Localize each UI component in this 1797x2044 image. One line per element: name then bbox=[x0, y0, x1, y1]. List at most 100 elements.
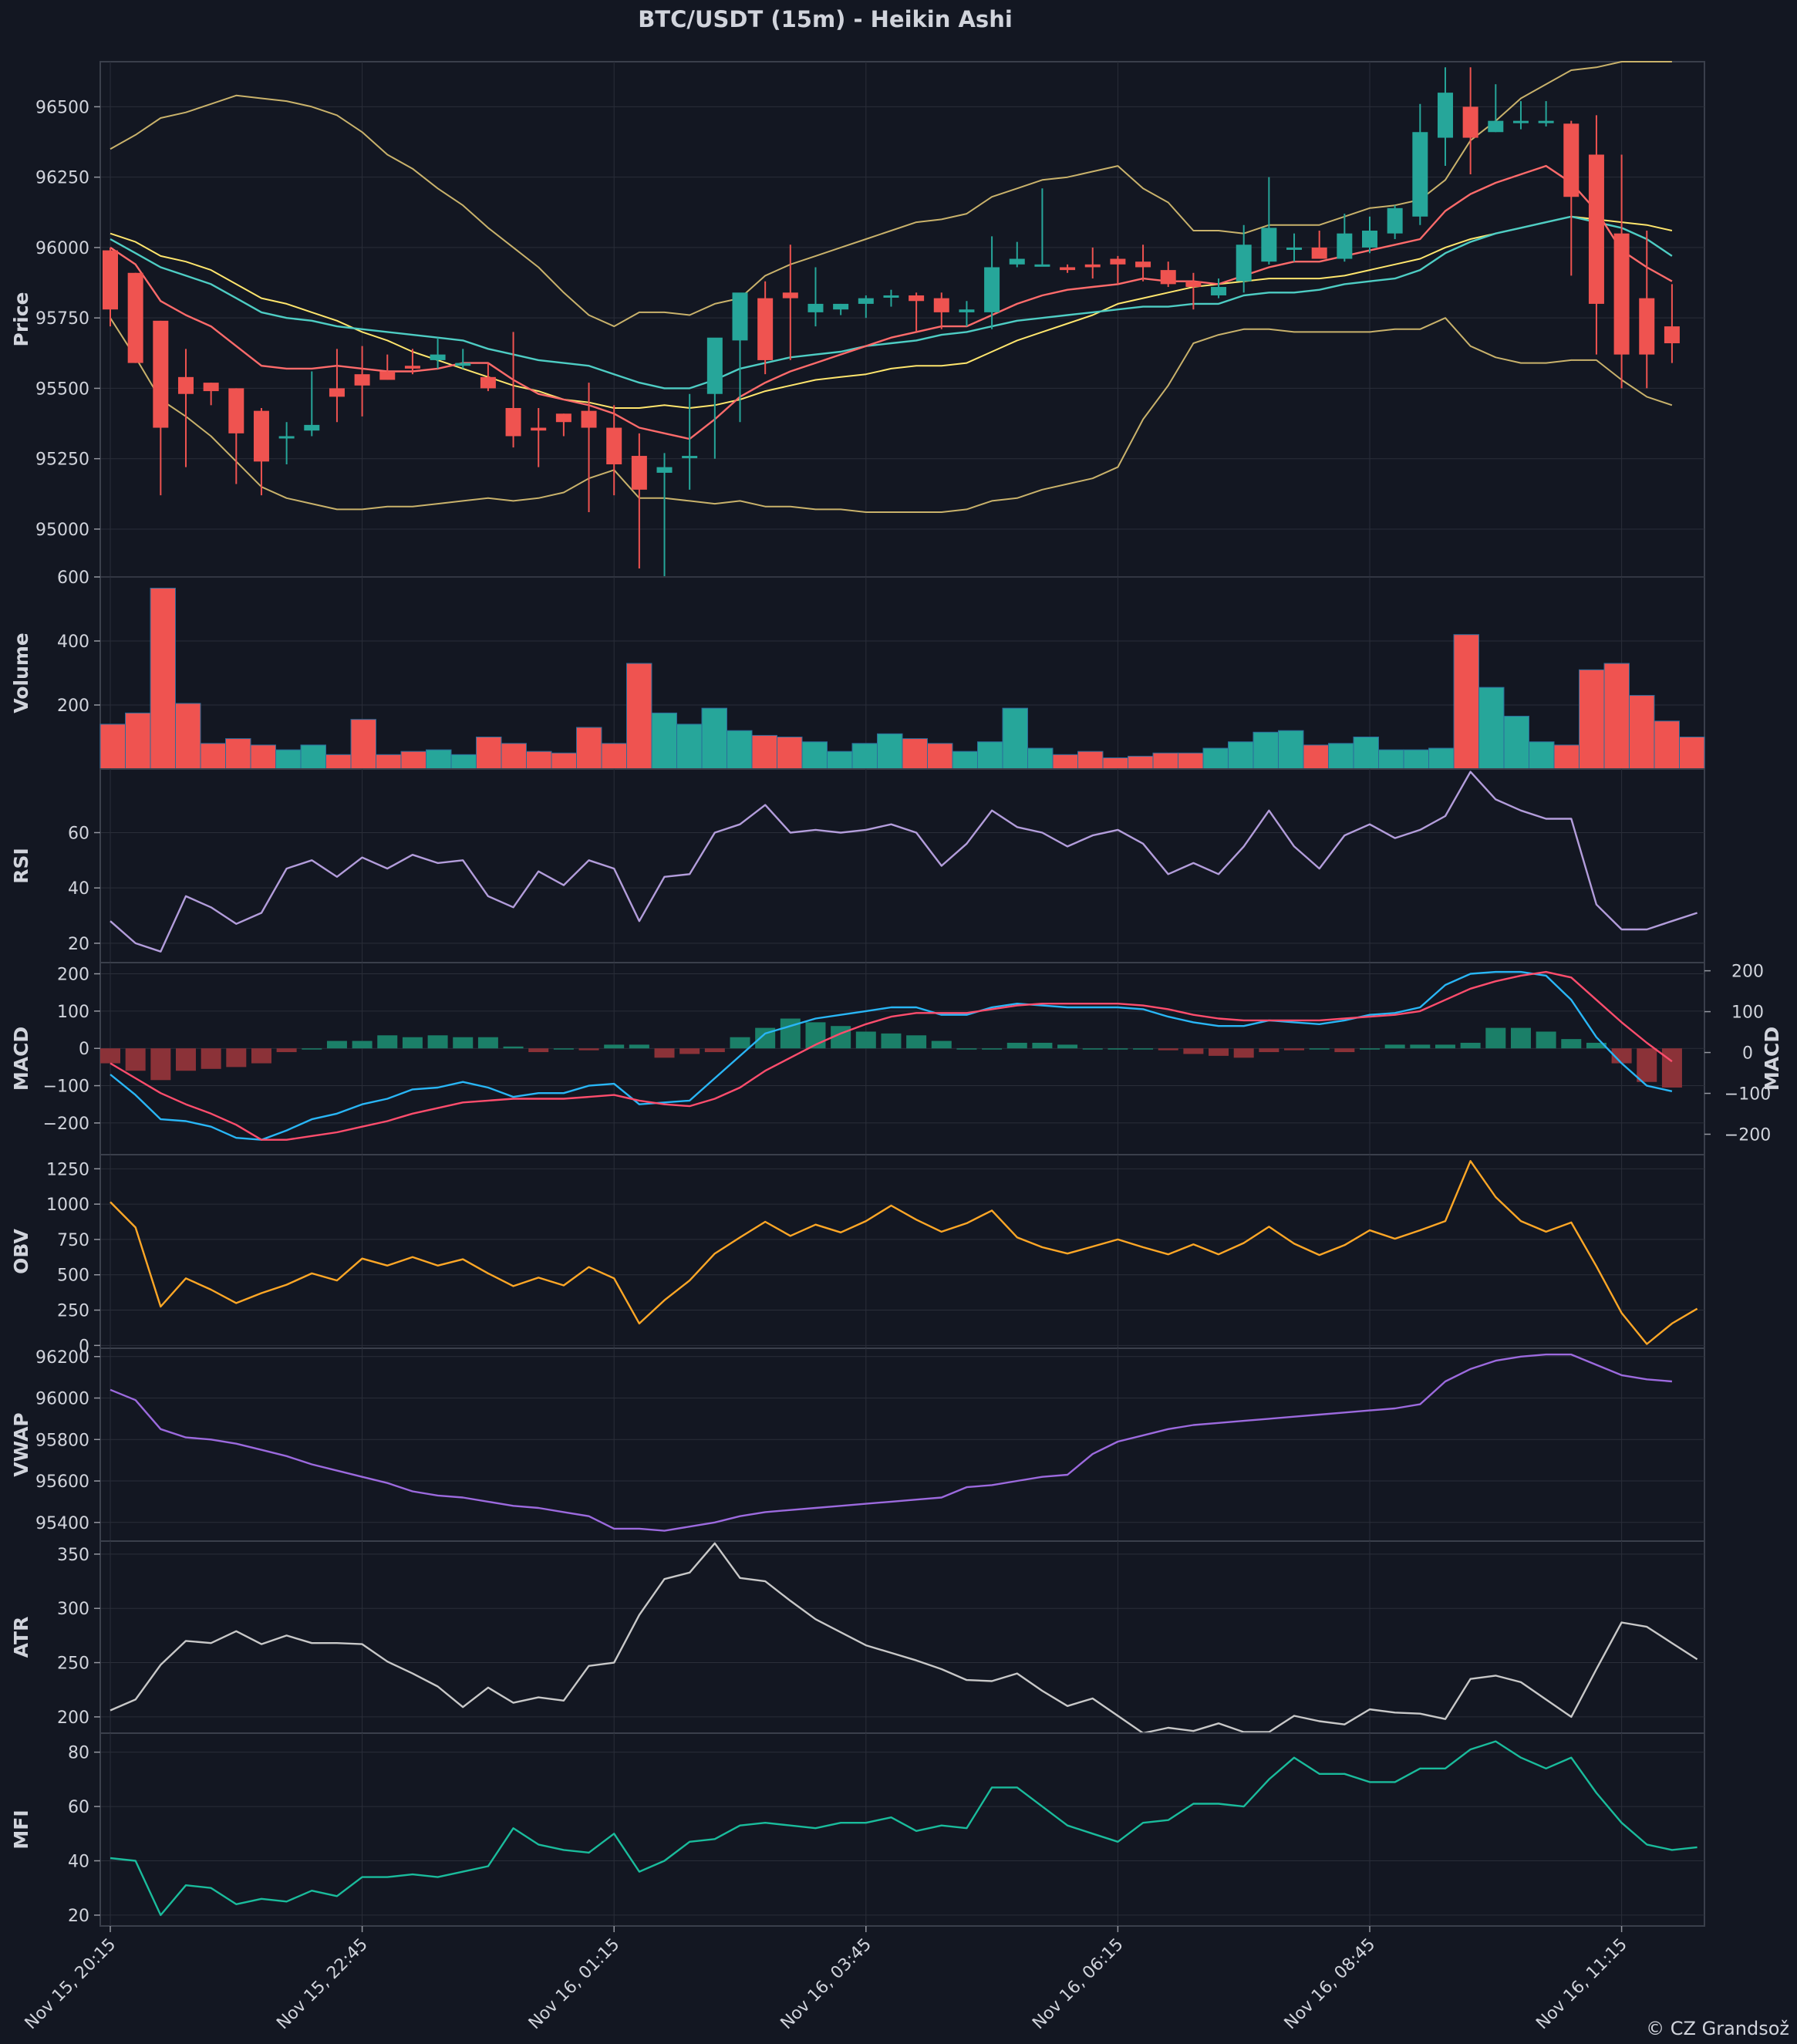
candle-body bbox=[1337, 233, 1353, 259]
xtick-label: Nov 16, 11:15 bbox=[1532, 1935, 1631, 2034]
candle-body bbox=[1387, 207, 1403, 234]
volume-bar bbox=[727, 730, 753, 770]
ytick-right-label-macd: −200 bbox=[1725, 1126, 1771, 1145]
volume-bar bbox=[1428, 747, 1455, 770]
panel-rsi-frame bbox=[99, 768, 1705, 963]
macd-hist-bar bbox=[1334, 1048, 1355, 1053]
candle-body bbox=[833, 303, 849, 310]
volume-bar bbox=[1679, 737, 1705, 770]
ytick-right-label-macd: 0 bbox=[1742, 1044, 1753, 1064]
macd-hist-bar bbox=[956, 1048, 977, 1050]
series-obv bbox=[110, 1160, 1698, 1345]
ytick-label-rsi: 20 bbox=[68, 935, 89, 954]
macd-hist-bar bbox=[528, 1048, 549, 1053]
volume-bar bbox=[1629, 695, 1655, 770]
volume-bar bbox=[450, 754, 477, 770]
volume-bar bbox=[1579, 669, 1605, 770]
candle-body bbox=[1488, 120, 1504, 133]
macd-hist-bar bbox=[679, 1048, 700, 1054]
candle-body bbox=[1462, 106, 1478, 138]
volume-bar bbox=[1052, 754, 1078, 770]
volume-bar bbox=[1102, 757, 1128, 770]
ytick-label-vwap: 95400 bbox=[35, 1514, 89, 1533]
macd-hist-bar bbox=[1460, 1042, 1481, 1049]
candle-body bbox=[1362, 231, 1377, 248]
volume-bar bbox=[1178, 752, 1204, 770]
volume-bar bbox=[99, 723, 126, 770]
xtick-label: Nov 16, 03:45 bbox=[777, 1935, 876, 2034]
macd-hist-bar bbox=[276, 1048, 297, 1053]
series-ema-slow bbox=[110, 215, 1673, 390]
ylabel-atr: ATR bbox=[10, 1617, 32, 1658]
macd-hist-bar bbox=[1209, 1048, 1229, 1056]
macd-hist-bar bbox=[1536, 1031, 1556, 1049]
volume-bar bbox=[977, 741, 1003, 770]
volume-bar bbox=[426, 749, 452, 770]
macd-hist-bar bbox=[477, 1037, 498, 1049]
volume-bar bbox=[1503, 716, 1529, 770]
ylabel-right-macd: MACD bbox=[1761, 1027, 1783, 1091]
series-atr bbox=[110, 1542, 1698, 1735]
volume-bar bbox=[1654, 720, 1680, 770]
watermark: © CZ Grandsož bbox=[1646, 2018, 1789, 2039]
macd-hist-bar bbox=[629, 1044, 649, 1049]
volume-bar bbox=[1478, 686, 1505, 770]
candle-body bbox=[103, 250, 118, 310]
macd-hist-bar bbox=[1032, 1042, 1053, 1049]
ytick-label-mfi: 80 bbox=[68, 1744, 89, 1763]
candle-body bbox=[1512, 120, 1529, 123]
candle-body bbox=[1236, 245, 1252, 282]
macd-hist-bar bbox=[1611, 1048, 1632, 1064]
ytick-label-atr: 200 bbox=[57, 1708, 89, 1728]
macd-hist-bar bbox=[453, 1037, 474, 1049]
macd-hist-bar bbox=[1259, 1048, 1279, 1053]
ytick-label-atr: 250 bbox=[57, 1654, 89, 1674]
volume-bar bbox=[1202, 747, 1229, 770]
macd-hist-bar bbox=[553, 1048, 574, 1050]
candle-body bbox=[1311, 247, 1327, 259]
ytick-label-obv: 1250 bbox=[46, 1160, 89, 1179]
xtick-label: Nov 16, 01:15 bbox=[525, 1935, 624, 2034]
ytick-label-price: 95500 bbox=[35, 379, 89, 399]
xtick-label: Nov 15, 22:45 bbox=[273, 1935, 372, 2034]
ytick-label-vwap: 96000 bbox=[35, 1390, 89, 1409]
candle-body bbox=[1009, 258, 1025, 265]
ylabel-macd: MACD bbox=[10, 1027, 32, 1091]
volume-bar bbox=[1328, 743, 1354, 770]
macd-hist-bar bbox=[377, 1035, 398, 1049]
macd-hist-bar bbox=[604, 1044, 625, 1049]
macd-hist-bar bbox=[1057, 1044, 1078, 1049]
candle-body bbox=[1110, 258, 1126, 265]
macd-hist-bar bbox=[1661, 1048, 1682, 1088]
candle-body bbox=[455, 363, 471, 366]
candle-body bbox=[1412, 132, 1428, 217]
ytick-label-vwap: 96200 bbox=[35, 1348, 89, 1368]
macd-hist-bar bbox=[931, 1041, 952, 1049]
macd-hist-bar bbox=[326, 1041, 347, 1049]
macd-hist-bar bbox=[1435, 1044, 1455, 1049]
candle-body bbox=[1211, 287, 1227, 295]
volume-bar bbox=[400, 750, 426, 770]
chart-title: BTC/USDT (15m) - Heikin Ashi bbox=[638, 6, 1013, 32]
volume-bar bbox=[1002, 707, 1028, 770]
macd-hist-bar bbox=[1410, 1044, 1431, 1049]
ytick-label-price: 96250 bbox=[35, 169, 89, 188]
macd-hist-bar bbox=[1284, 1048, 1305, 1051]
ytick-label-mfi: 40 bbox=[68, 1852, 89, 1871]
series-signal bbox=[110, 970, 1673, 1141]
volume-bar bbox=[1253, 731, 1279, 770]
candle-body bbox=[782, 292, 798, 299]
volume-bar bbox=[175, 703, 201, 770]
candle-body bbox=[1563, 123, 1580, 197]
candle-body bbox=[404, 366, 420, 369]
ylabel-volume: Volume bbox=[10, 632, 32, 713]
ytick-label-macd: −100 bbox=[43, 1078, 89, 1097]
macd-hist-bar bbox=[125, 1048, 146, 1071]
ylabel-rsi: RSI bbox=[10, 848, 32, 884]
volume-bar bbox=[1077, 750, 1104, 770]
candle-body bbox=[379, 371, 396, 380]
volume-bar bbox=[1303, 744, 1329, 770]
panel-obv-frame bbox=[99, 1154, 1705, 1349]
macd-hist-bar bbox=[1586, 1042, 1607, 1049]
candle-body bbox=[1538, 120, 1554, 123]
